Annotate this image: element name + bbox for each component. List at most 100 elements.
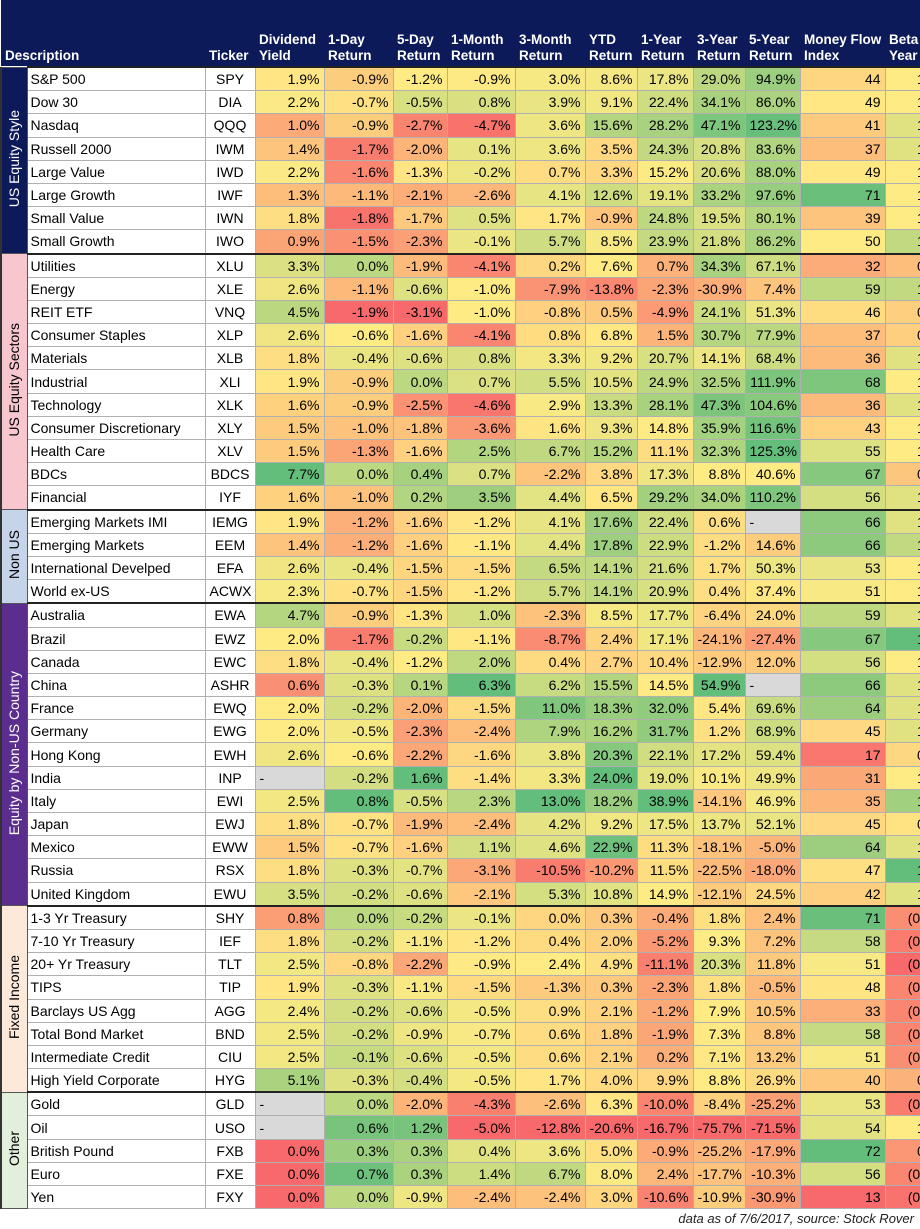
value-cell: -1.9% xyxy=(392,811,448,837)
group-label-text: Equity by Non-US Country xyxy=(6,670,23,836)
value-cell: 2.0% xyxy=(254,696,325,721)
ticker-cell: XLK xyxy=(204,392,256,417)
value-cell: 1.3% xyxy=(254,182,325,208)
value-cell: -0.1% xyxy=(446,904,516,930)
value-cell: 0.1% xyxy=(392,672,448,698)
value-cell: -0.4% xyxy=(323,649,394,674)
value-cell: 9.2% xyxy=(584,811,638,837)
value-cell: 2.3% xyxy=(446,788,516,814)
table-row: Oil USO -0.6% 1.2% -5.0% -12.8% -20.6% -16.7% -7… xyxy=(1,1115,920,1140)
value-cell: 1.6% xyxy=(514,415,586,441)
value-cell: 10.5% xyxy=(744,998,801,1023)
value-cell: 2.0% xyxy=(584,928,638,954)
value-cell: 111.9% xyxy=(744,369,801,394)
value-cell: 11.5% xyxy=(636,858,694,883)
value-cell: -1.8% xyxy=(323,206,394,231)
value-cell: 40 xyxy=(799,1068,886,1093)
ticker-cell: IWM xyxy=(204,136,256,161)
value-cell: -0.5% xyxy=(392,788,448,814)
value-cell: 17.5% xyxy=(636,811,694,837)
value-cell: -2.1% xyxy=(446,881,516,907)
value-cell: 1.8% xyxy=(254,649,325,674)
value-cell: 47.3% xyxy=(692,392,746,417)
value-cell: 69.6% xyxy=(744,696,801,721)
description-cell: REIT ETF xyxy=(26,299,206,325)
description-cell: Barclays US Agg xyxy=(26,998,206,1023)
value-cell: 24.9% xyxy=(636,369,694,394)
value-cell: 58 xyxy=(799,1021,886,1046)
value-cell: 2.0% xyxy=(446,649,516,674)
value-cell: 0.6 xyxy=(884,462,920,487)
value-cell: 20.3% xyxy=(692,952,746,977)
value-cell: -0.2% xyxy=(446,159,516,184)
table-row: Other Gold GLD -0.0% -2.0% -4.3% -2.6% 6.3% -10.… xyxy=(0,1091,920,1210)
description-cell: France xyxy=(26,696,206,721)
value-cell: 3.8% xyxy=(584,462,638,487)
value-cell: -1.8% xyxy=(392,415,448,441)
value-cell: 13.2% xyxy=(744,1044,801,1070)
value-cell: 1.5 xyxy=(884,626,920,651)
value-cell: 51.3% xyxy=(744,299,801,325)
group-label: Non US xyxy=(0,509,28,604)
value-cell: 1.7% xyxy=(514,1068,586,1093)
value-cell: -71.5% xyxy=(744,1115,801,1140)
table-row: Germany EWG 2.0% -0.5% -2.3% -2.4% 7.9% 16.2% 31… xyxy=(1,719,920,744)
value-cell: - xyxy=(744,508,801,534)
value-cell: -1.7% xyxy=(323,626,394,651)
value-cell: 7.7% xyxy=(254,462,325,487)
value-cell: 1.7% xyxy=(514,206,586,231)
value-cell: 13.0% xyxy=(514,788,586,814)
value-cell: 2.5% xyxy=(254,1044,325,1070)
ticker-cell: IEF xyxy=(204,928,256,954)
value-cell: 13.7% xyxy=(692,811,746,837)
value-cell: 3.6% xyxy=(514,136,586,161)
value-cell: -1.3% xyxy=(392,159,448,184)
description-cell: Japan xyxy=(26,811,206,837)
description-cell: Nasdaq xyxy=(26,113,206,138)
value-cell: 4.1% xyxy=(514,182,586,208)
table-row: US Equity Style S&P 500 SPY 1.9% -0.9% -1.2% -… xyxy=(0,66,920,254)
ticker-cell: XLP xyxy=(204,323,256,348)
value-cell: -2.4% xyxy=(446,719,516,744)
value-cell: 1.1 xyxy=(884,696,920,721)
value-cell: 1.7% xyxy=(692,555,746,581)
value-cell: -24.1% xyxy=(692,626,746,651)
value-cell: 68 xyxy=(799,369,886,394)
value-cell: -0.4% xyxy=(636,904,694,930)
value-cell: 0.3% xyxy=(323,1138,394,1163)
value-cell: 1.5 xyxy=(884,858,920,883)
value-cell: 24.5% xyxy=(744,881,801,907)
value-cell: -1.9% xyxy=(636,1021,694,1046)
description-cell: Consumer Discretionary xyxy=(26,415,206,441)
value-cell: 1.1 xyxy=(884,392,920,417)
value-cell: 110.2% xyxy=(744,485,801,511)
value-cell: 83.6% xyxy=(744,136,801,161)
value-cell: 8.8% xyxy=(744,1021,801,1046)
value-cell: -1.6% xyxy=(392,532,448,557)
value-cell: 7.9% xyxy=(692,998,746,1023)
value-cell: 45 xyxy=(799,811,886,837)
value-cell: -0.8% xyxy=(323,952,394,977)
table-row: Total Bond Market BND 2.5% -0.2% -0.9% -0.7% 0… xyxy=(1,1021,920,1046)
value-cell: 0.0% xyxy=(323,462,394,487)
value-cell: -0.9% xyxy=(446,952,516,977)
value-cell: 0.3% xyxy=(584,975,638,1000)
description-cell: Germany xyxy=(26,719,206,744)
value-cell: 37 xyxy=(799,136,886,161)
table-row: Industrial XLI 1.9% -0.9% 0.0% 0.7% 5.5% 10.5% 2… xyxy=(1,369,920,394)
ticker-cell: USO xyxy=(204,1115,256,1140)
value-cell: 0.0% xyxy=(323,252,394,278)
value-cell: 1.0 xyxy=(884,369,920,394)
value-cell: 47 xyxy=(799,858,886,883)
value-cell: 53 xyxy=(799,1091,886,1117)
value-cell: 51 xyxy=(799,1044,886,1070)
value-cell: -1.2% xyxy=(323,532,394,557)
value-cell: 67 xyxy=(799,626,886,651)
ticker-cell: XLU xyxy=(204,252,256,278)
value-cell: 2.5% xyxy=(254,788,325,814)
value-cell: 3.9% xyxy=(514,90,586,115)
value-cell: (0.1) xyxy=(884,998,920,1023)
value-cell: -2.4% xyxy=(514,1184,586,1210)
value-cell: 0.7% xyxy=(323,1161,394,1187)
